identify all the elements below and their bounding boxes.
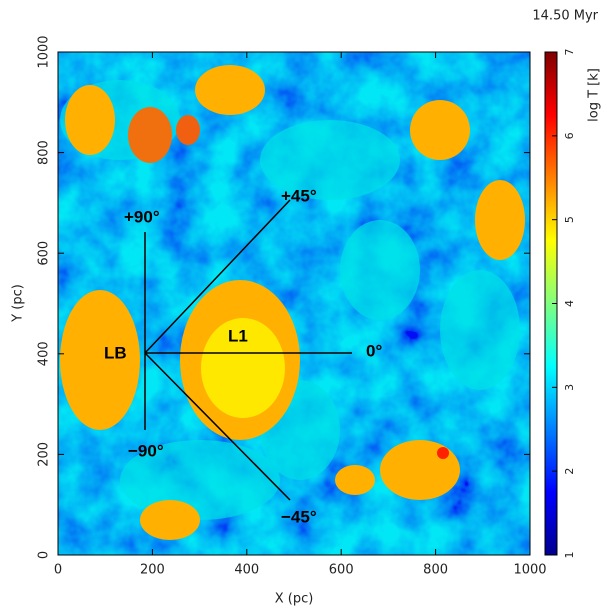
x-tick-label: 400 xyxy=(234,563,259,578)
annotation: +45° xyxy=(281,186,317,205)
colorbar-tick-label: 2 xyxy=(563,468,576,475)
colorbar-label: log T [k] xyxy=(587,68,602,122)
annotation: −90° xyxy=(128,441,164,460)
y-tick-label: 800 xyxy=(37,140,52,165)
annotation: −45° xyxy=(281,507,317,526)
colorbar-tick-label: 4 xyxy=(563,300,576,307)
annotation: L1 xyxy=(228,326,248,345)
y-tick-label: 200 xyxy=(37,442,52,467)
x-tick-label: 600 xyxy=(329,563,354,578)
annotation: LB xyxy=(104,343,127,362)
colorbar-tick-label: 3 xyxy=(563,384,576,391)
colorbar-tick-label: 1 xyxy=(563,552,576,559)
heatmap-image xyxy=(58,52,530,555)
x-tick-label: 800 xyxy=(423,563,448,578)
y-tick-label: 0 xyxy=(37,551,52,559)
x-axis-label: X (pc) xyxy=(275,592,314,607)
x-tick-label: 200 xyxy=(140,563,165,578)
y-tick-label: 400 xyxy=(37,341,52,366)
y-tick-label: 1000 xyxy=(37,35,52,68)
x-tick-label: 1000 xyxy=(513,563,546,578)
x-tick-label: 0 xyxy=(54,563,62,578)
annotation: 0° xyxy=(366,341,382,360)
chart-title: 14.50 Myr xyxy=(532,9,598,24)
angle-lines xyxy=(144,199,352,501)
y-axis-label: Y (pc) xyxy=(11,284,26,323)
colorbar-tick-label: 5 xyxy=(563,216,576,223)
colorbar-tick-label: 7 xyxy=(563,49,576,56)
annotation: +90° xyxy=(124,207,160,226)
plot-frame xyxy=(57,51,531,556)
y-tick-label: 600 xyxy=(37,241,52,266)
colorbar-tick-label: 6 xyxy=(563,132,576,139)
